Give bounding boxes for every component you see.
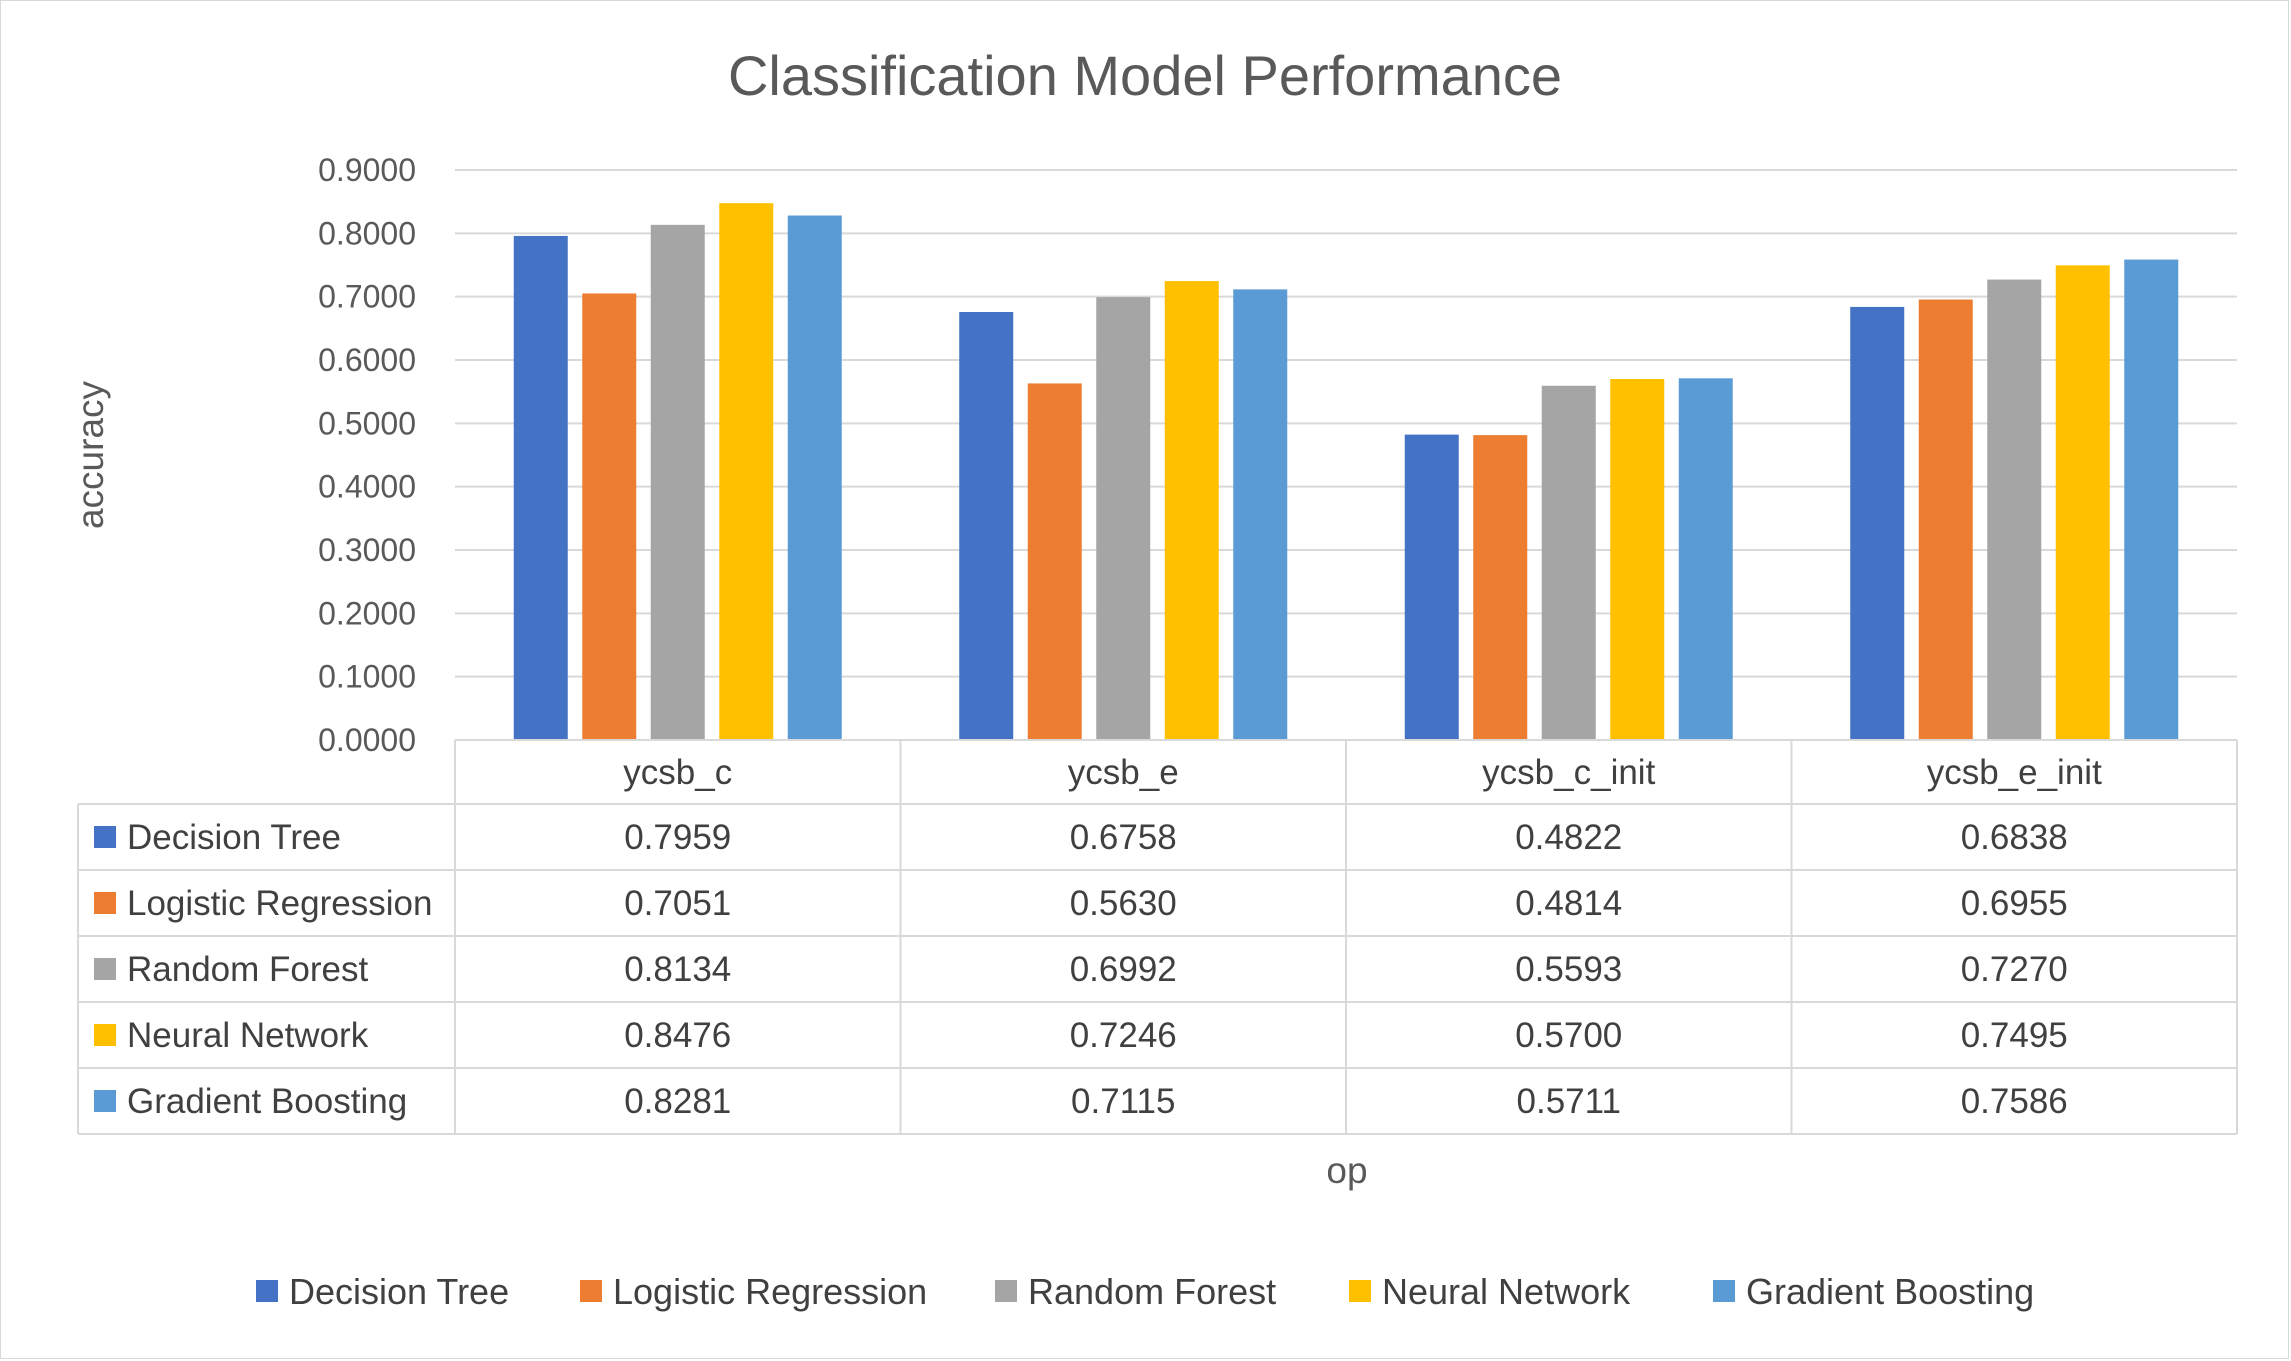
legend-key	[1349, 1280, 1371, 1302]
table-value-cell: 0.8281	[624, 1082, 731, 1121]
y-tick-label: 0.4000	[318, 469, 416, 505]
bar-decision-tree-ycsb_e	[959, 311, 1014, 740]
table-series-name: Logistic Regression	[127, 884, 432, 923]
table-value-cell: 0.7959	[624, 818, 731, 857]
y-tick-label: 0.6000	[318, 342, 416, 378]
table-value-cell: 0.7495	[1961, 1016, 2068, 1055]
table-value-cell: 0.5711	[1517, 1082, 1621, 1121]
y-tick-label: 0.2000	[318, 595, 416, 631]
legend-label: Random Forest	[1028, 1271, 1276, 1312]
table-series-name: Neural Network	[127, 1016, 369, 1055]
table-value-cell: 0.7246	[1070, 1016, 1177, 1055]
y-tick-label: 0.5000	[318, 405, 416, 441]
y-axis-title: accuracy	[70, 380, 111, 529]
category-label: ycsb_e	[1068, 753, 1179, 792]
chart-title: Classification Model Performance	[728, 44, 1562, 107]
bar-random-forest-ycsb_c_init	[1541, 385, 1596, 740]
bars	[513, 203, 2179, 741]
table-legend-key	[94, 1090, 116, 1112]
table-value-cell: 0.7270	[1961, 950, 2068, 989]
legend-key	[256, 1280, 278, 1302]
table-value-cell: 0.7115	[1071, 1082, 1175, 1121]
table-legend-key	[94, 1024, 116, 1046]
table-value-cell: 0.4814	[1515, 884, 1622, 923]
legend-label: Gradient Boosting	[1746, 1271, 2034, 1312]
table-legend-key	[94, 958, 116, 980]
bar-neural-network-ycsb_c	[719, 203, 774, 741]
y-tick-label: 0.3000	[318, 532, 416, 568]
table-value-cell: 0.5593	[1515, 950, 1622, 989]
category-label: ycsb_c_init	[1482, 753, 1655, 792]
table-value-cell: 0.5700	[1515, 1016, 1622, 1055]
legend-label: Decision Tree	[289, 1271, 509, 1312]
table-value-cell: 0.7586	[1961, 1082, 2068, 1121]
table-series-name: Random Forest	[127, 950, 368, 989]
bar-decision-tree-ycsb_e_init	[1850, 306, 1905, 740]
bar-random-forest-ycsb_c	[650, 224, 705, 740]
table-value-cell: 0.7051	[624, 884, 731, 923]
table-value-cell: 0.5630	[1070, 884, 1177, 923]
table-value-cell: 0.8134	[624, 950, 731, 989]
legend-key	[580, 1280, 602, 1302]
bar-gradient-boosting-ycsb_e	[1233, 289, 1288, 740]
bar-logistic-regression-ycsb_e	[1027, 383, 1082, 740]
table-series-name: Decision Tree	[127, 818, 341, 857]
bar-gradient-boosting-ycsb_c_init	[1678, 378, 1733, 740]
bar-logistic-regression-ycsb_c_init	[1473, 435, 1528, 740]
y-tick-label: 0.9000	[318, 152, 416, 188]
category-label: ycsb_c	[623, 753, 732, 792]
table-series-name: Gradient Boosting	[127, 1082, 407, 1121]
legend: Decision Tree Logistic Regression Random F…	[256, 1271, 2034, 1312]
y-tick-label: 0.1000	[318, 659, 416, 695]
x-axis-title: op	[1326, 1150, 1367, 1191]
data-table: ycsb_c ycsb_e ycsb_c_init ycsb_e_init Decisi…	[77, 739, 2238, 1135]
table-value-cell: 0.8476	[624, 1016, 731, 1055]
table-value-cell: 0.6838	[1961, 818, 2068, 857]
table-value-cell: 0.6758	[1070, 818, 1177, 857]
y-tick-label: 0.0000	[318, 722, 416, 758]
y-axis-ticks: 0.0000 0.1000 0.2000 0.3000 0.4000 0.5000 0.60…	[318, 152, 416, 758]
bar-decision-tree-ycsb_c_init	[1404, 434, 1459, 740]
legend-label: Logistic Regression	[613, 1271, 927, 1312]
bar-decision-tree-ycsb_c	[513, 235, 568, 740]
category-label: ycsb_e_init	[1927, 753, 2102, 792]
bar-logistic-regression-ycsb_e_init	[1918, 299, 1973, 740]
bar-random-forest-ycsb_e	[1096, 297, 1151, 740]
bar-neural-network-ycsb_e_init	[2055, 265, 2110, 740]
table-value-cell: 0.6992	[1070, 950, 1177, 989]
y-tick-label: 0.7000	[318, 279, 416, 315]
bar-gradient-boosting-ycsb_e_init	[2124, 259, 2179, 740]
bar-neural-network-ycsb_e	[1164, 281, 1219, 740]
legend-key	[1713, 1280, 1735, 1302]
legend-key	[995, 1280, 1017, 1302]
bar-logistic-regression-ycsb_c	[582, 293, 637, 740]
y-tick-label: 0.8000	[318, 215, 416, 251]
bar-neural-network-ycsb_c_init	[1610, 379, 1665, 740]
table-value-cell: 0.4822	[1515, 818, 1622, 857]
table-value-cell: 0.6955	[1961, 884, 2068, 923]
bar-gradient-boosting-ycsb_c	[787, 215, 842, 740]
legend-label: Neural Network	[1382, 1271, 1631, 1312]
table-legend-key	[94, 892, 116, 914]
bar-random-forest-ycsb_e_init	[1987, 279, 2042, 740]
table-legend-key	[94, 826, 116, 848]
